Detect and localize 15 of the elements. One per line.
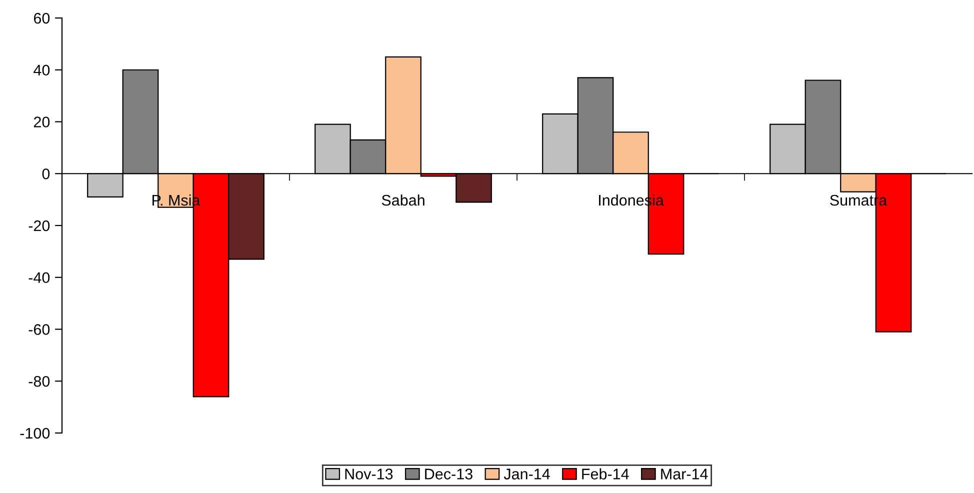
x-tick-label: Sabah — [382, 194, 424, 206]
y-tick-label: -40 — [28, 272, 50, 284]
y-tick-label: -60 — [28, 324, 50, 335]
legend-label: Nov-13 — [345, 468, 393, 480]
y-tick-label: -20 — [28, 220, 50, 232]
y-tick-label: 40 — [34, 64, 50, 76]
legend-label: Dec-13 — [425, 468, 472, 480]
y-tick-label: 0 — [42, 168, 50, 180]
legend-label: Jan-14 — [504, 468, 550, 480]
y-tick-label: -80 — [28, 376, 50, 387]
legend-label: Feb-14 — [582, 468, 629, 480]
y-tick-label: 20 — [34, 116, 50, 128]
legend-label: Mar-14 — [661, 468, 708, 480]
y-tick-label: 60 — [34, 12, 50, 24]
y-tick-label: -100 — [20, 428, 50, 439]
